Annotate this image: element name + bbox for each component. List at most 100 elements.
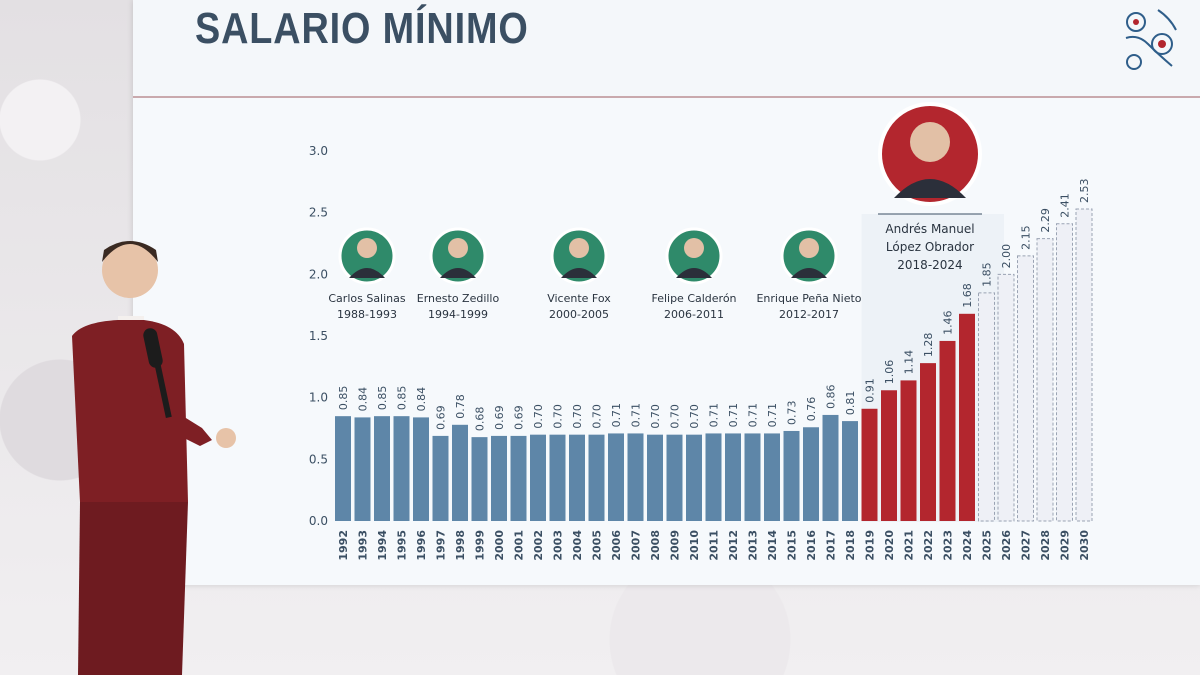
data-label-2019: 0.91 [864,378,877,403]
x-tick-label-2001: 2001 [513,530,526,561]
x-tick-label-2000: 2000 [493,530,506,561]
x-tick-label-2018: 2018 [844,530,857,561]
president-5: Enrique Peña Nieto 2012-2017 [756,227,862,321]
data-label-1999: 0.68 [474,407,487,432]
bar-2015 [783,430,800,521]
bar-2014 [764,433,780,521]
data-label-2029: 2.41 [1059,193,1072,218]
bar-2026 [997,273,1015,522]
bar-2027 [1017,255,1034,522]
bar-2003 [549,434,566,521]
bar-2006 [608,433,624,521]
bar-1995 [393,416,410,521]
data-label-2002: 0.70 [532,404,545,429]
bar-2002 [530,434,546,521]
data-label-2023: 1.46 [942,310,955,335]
bar-2029 [1056,223,1073,522]
data-label-2000: 0.69 [493,405,506,430]
x-tick-label-2015: 2015 [786,530,799,561]
president-1: Carlos Salinas 1988-1993 [328,227,406,321]
data-label-2022: 1.28 [922,333,935,358]
bar-2012 [725,433,741,521]
x-tick-label-2013: 2013 [747,530,760,561]
x-tick-label-2027: 2027 [1020,530,1033,561]
x-tick-label-2019: 2019 [864,530,877,561]
x-tick-label-2010: 2010 [688,530,701,561]
president-name: Felipe Calderón [651,292,736,305]
president-term: 2000-2005 [549,308,609,321]
floral-ornament-icon [1125,9,1177,70]
bar-1996 [413,417,429,521]
bar-2024 [959,313,975,521]
bar-2013 [744,433,761,521]
bar-2020 [881,390,897,521]
x-tick-label-2030: 2030 [1078,530,1091,561]
x-tick-label-1993: 1993 [357,530,370,561]
president-4: Felipe Calderón 2006-2011 [651,227,737,321]
x-tick-label-2003: 2003 [552,530,565,561]
bar-1999 [471,437,488,521]
data-label-2012: 0.71 [727,403,740,428]
data-label-2027: 2.15 [1020,225,1033,250]
bar-1994 [374,416,390,521]
bar-2023 [939,340,956,521]
x-tick-label-2007: 2007 [630,530,643,561]
data-label-1992: 0.85 [337,386,350,411]
x-tick-label-2023: 2023 [942,530,955,561]
data-label-2008: 0.70 [649,404,662,429]
data-label-2001: 0.69 [513,405,526,430]
y-tick-label: 3.0 [309,144,328,158]
data-label-2011: 0.71 [708,403,721,428]
x-tick-label-2029: 2029 [1059,530,1072,561]
data-label-2016: 0.76 [805,397,818,422]
x-tick-label-2021: 2021 [903,530,916,561]
president-term: 2012-2017 [779,308,839,321]
bar-2011 [705,433,722,521]
x-tick-label-2009: 2009 [669,530,682,561]
bar-1998 [452,424,468,521]
presenter-figure [72,241,236,675]
bar-2017 [822,414,839,521]
data-label-2030: 2.53 [1078,178,1091,203]
x-tick-label-2026: 2026 [1000,530,1013,561]
x-tick-label-2008: 2008 [649,530,662,561]
x-tick-label-2002: 2002 [532,530,545,561]
highlight-president: Andrés Manuel López Obrador 2018-2024 [878,102,982,272]
data-label-1997: 0.69 [435,405,448,430]
bar-2030 [1075,208,1093,522]
president-3: Vicente Fox 2000-2005 [547,227,611,321]
bar-2001 [510,435,527,521]
data-label-2017: 0.86 [825,384,838,409]
data-label-2006: 0.71 [610,403,623,428]
data-label-2004: 0.70 [571,404,584,429]
bar-2028 [1036,238,1054,522]
x-tick-label-2022: 2022 [922,530,935,561]
y-tick-label: 0.0 [309,514,328,528]
x-tick-label-1998: 1998 [454,530,467,561]
x-tick-label-2028: 2028 [1039,530,1052,561]
x-tick-label-2014: 2014 [766,530,779,561]
bar-2022 [920,363,936,521]
bar-1993 [354,417,371,521]
bar-2004 [569,434,585,521]
y-tick-label: 2.0 [309,267,328,281]
x-tick-label-2004: 2004 [571,530,584,561]
x-tick-label-2011: 2011 [708,530,721,561]
x-tick-label-2017: 2017 [825,530,838,561]
bar-2010 [686,434,702,521]
page-title: SALARIO MÍNIMO [195,4,529,53]
data-label-2021: 1.14 [903,350,916,375]
slide-header: SALARIO MÍNIMO [133,0,1200,98]
bar-2019 [861,408,878,521]
president-name: Carlos Salinas [328,292,406,305]
data-label-2028: 2.29 [1039,208,1052,233]
data-label-2015: 0.73 [786,400,799,425]
president-term: 2006-2011 [664,308,724,321]
bar-1997 [432,435,449,521]
data-label-2020: 1.06 [883,360,896,385]
data-label-2013: 0.71 [747,403,760,428]
x-tick-label-2005: 2005 [591,530,604,561]
y-tick-label: 1.5 [309,329,328,343]
bar-2016 [803,427,819,521]
president-name: Enrique Peña Nieto [756,292,861,305]
